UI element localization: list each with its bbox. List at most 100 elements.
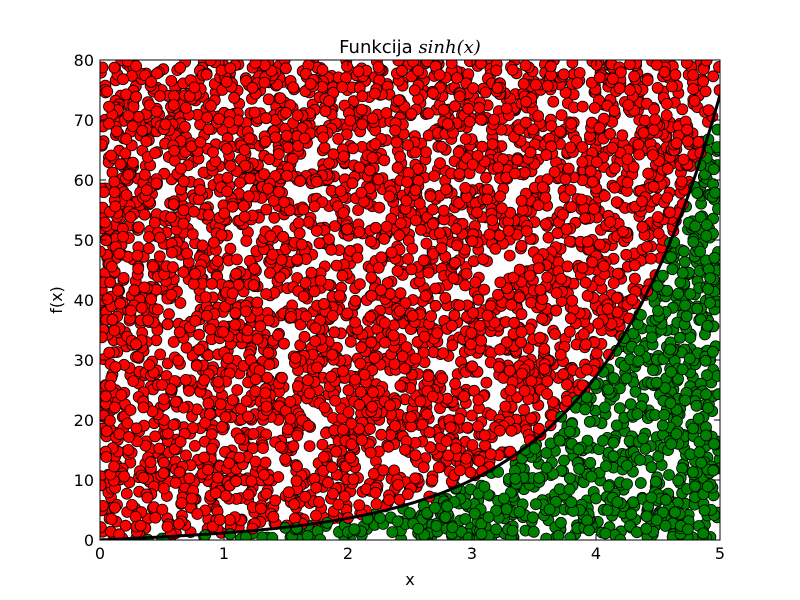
- scatter-point-above: [557, 368, 570, 381]
- scatter-point-above: [124, 211, 137, 223]
- scatter-point-above: [183, 472, 196, 485]
- scatter-point-above: [174, 162, 187, 175]
- scatter-point-above: [636, 221, 649, 233]
- scatter-point-below: [698, 504, 711, 517]
- scatter-point-above: [337, 423, 349, 436]
- scatter-point-above: [588, 102, 601, 114]
- scatter-point-above: [624, 84, 636, 96]
- scatter-point-below: [701, 218, 713, 231]
- scatter-point-above: [120, 487, 133, 500]
- scatter-point-above: [130, 91, 143, 103]
- scatter-point-above: [142, 314, 155, 327]
- scatter-point-above: [326, 309, 339, 322]
- scatter-point-above: [458, 390, 470, 403]
- scatter-point-above: [262, 182, 274, 195]
- scatter-point-above: [249, 373, 262, 386]
- scatter-point-below: [563, 483, 576, 496]
- scatter-point-above: [180, 102, 192, 114]
- scatter-point-above: [621, 176, 634, 189]
- scatter-point-above: [337, 150, 350, 163]
- scatter-point-above: [174, 61, 187, 74]
- scatter-point-above: [260, 203, 273, 216]
- scatter-point-above: [520, 225, 533, 238]
- scatter-point-above: [203, 408, 216, 420]
- scatter-point-below: [687, 235, 700, 248]
- scatter-point-above: [563, 325, 576, 338]
- scatter-point-above: [354, 357, 367, 370]
- scatter-point-above: [219, 411, 232, 424]
- scatter-point-above: [117, 230, 129, 243]
- scatter-point-above: [626, 293, 639, 306]
- scatter-point-above: [399, 443, 411, 456]
- scatter-point-above: [202, 463, 214, 476]
- scatter-point-above: [298, 132, 311, 145]
- scatter-point-above: [329, 394, 342, 407]
- scatter-point-above: [608, 105, 621, 117]
- scatter-point-above: [150, 177, 163, 190]
- scatter-point-above: [351, 251, 364, 264]
- scatter-point-above: [336, 269, 349, 282]
- scatter-point-above: [199, 291, 212, 304]
- scatter-point-above: [217, 326, 230, 338]
- scatter-point-below: [634, 477, 647, 489]
- scatter-point-below: [674, 331, 686, 344]
- scatter-point-above: [586, 175, 599, 188]
- scatter-point-above: [494, 190, 507, 203]
- scatter-point-above: [459, 133, 472, 145]
- scatter-point-above: [148, 216, 161, 229]
- scatter-point-above: [472, 394, 485, 406]
- scatter-point-above: [145, 76, 158, 88]
- scatter-point-above: [310, 481, 323, 494]
- scatter-point-below: [711, 370, 720, 382]
- y-tick-label: 50: [74, 231, 94, 250]
- scatter-point-above: [561, 260, 574, 273]
- scatter-point-above: [226, 394, 239, 406]
- scatter-point-below: [607, 436, 620, 449]
- scatter-point-below: [412, 522, 425, 535]
- scatter-point-above: [460, 267, 473, 280]
- scatter-point-above: [519, 166, 531, 179]
- scatter-point-below: [701, 480, 714, 493]
- scatter-point-above: [385, 246, 398, 259]
- scatter-point-above: [417, 254, 430, 267]
- scatter-point-above: [281, 169, 293, 182]
- scatter-point-above: [180, 341, 193, 354]
- scatter-point-above: [291, 429, 304, 442]
- scatter-point-below: [533, 472, 545, 484]
- scatter-point-above: [394, 287, 407, 300]
- scatter-point-above: [511, 153, 524, 166]
- scatter-point-above: [341, 223, 354, 236]
- y-tick-label: 40: [74, 291, 94, 310]
- scatter-point-above: [523, 269, 536, 282]
- scatter-point-above: [592, 317, 605, 330]
- scatter-point-above: [518, 385, 531, 397]
- scatter-point-above: [334, 185, 347, 198]
- scatter-point-above: [100, 331, 108, 344]
- scatter-point-above: [183, 384, 195, 397]
- scatter-point-below: [632, 355, 645, 367]
- scatter-point-above: [372, 61, 385, 73]
- scatter-point-below: [602, 383, 615, 396]
- scatter-point-above: [264, 230, 277, 243]
- scatter-point-above: [394, 150, 407, 163]
- scatter-point-above: [575, 193, 588, 206]
- scatter-point-above: [368, 87, 381, 100]
- scatter-point-above: [616, 129, 629, 142]
- scatter-point-below: [700, 429, 712, 442]
- scatter-point-above: [168, 144, 181, 157]
- scatter-point-below: [708, 438, 720, 450]
- scatter-point-above: [273, 185, 285, 198]
- scatter-point-above: [561, 378, 573, 391]
- scatter-point-below: [665, 438, 678, 450]
- scatter-point-above: [238, 144, 251, 156]
- scatter-point-below: [553, 434, 566, 447]
- scatter-point-above: [515, 194, 528, 207]
- scatter-point-above: [266, 248, 279, 261]
- scatter-point-above: [187, 205, 200, 218]
- scatter-point-above: [118, 470, 131, 483]
- scatter-point-below: [581, 514, 594, 527]
- scatter-point-above: [169, 476, 182, 489]
- scatter-point-above: [198, 451, 211, 464]
- scatter-point-above: [681, 123, 693, 136]
- scatter-point-above: [680, 60, 693, 69]
